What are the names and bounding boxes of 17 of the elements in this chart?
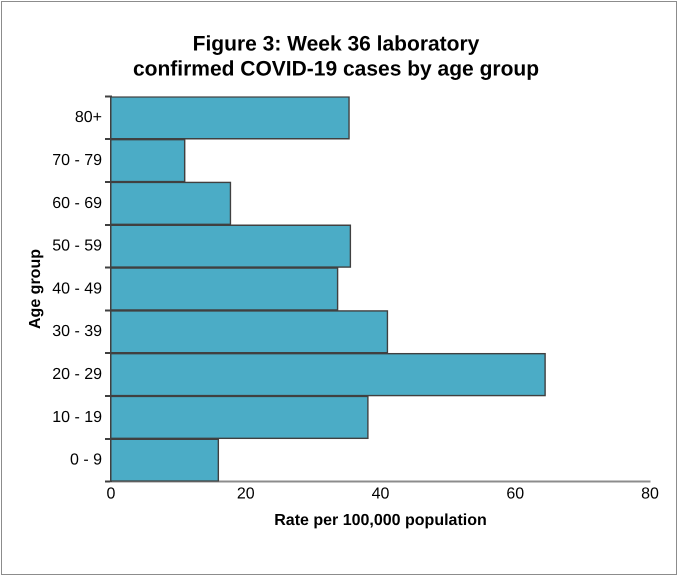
chart-title: Figure 3: Week 36 laboratory confirmed COVID-19 cases by age group [132, 32, 540, 81]
y-tick-label: 80+ [74, 109, 102, 126]
x-tick-label: 60 [506, 486, 524, 503]
y-tick-label: 20 - 29 [52, 366, 102, 384]
x-tick-label: 40 [372, 486, 390, 503]
x-tick-label: 0 [106, 486, 116, 503]
y-tick-label: 0 - 9 [70, 452, 102, 469]
y-tick-label: 10 - 19 [52, 408, 102, 426]
y-tick-label: 50 - 59 [52, 238, 102, 255]
y-axis-title: Age group [27, 248, 44, 329]
x-tick-label: 80 [641, 486, 659, 503]
x-tick-label: 20 [236, 486, 255, 503]
y-tick-label: 60 - 69 [52, 194, 102, 212]
x-axis-title: Rate per 100,000 population [274, 512, 487, 529]
y-tick-label: 40 - 49 [52, 280, 102, 298]
y-tick-label: 70 - 79 [52, 152, 102, 170]
y-tick-label: 30 - 39 [52, 323, 102, 340]
